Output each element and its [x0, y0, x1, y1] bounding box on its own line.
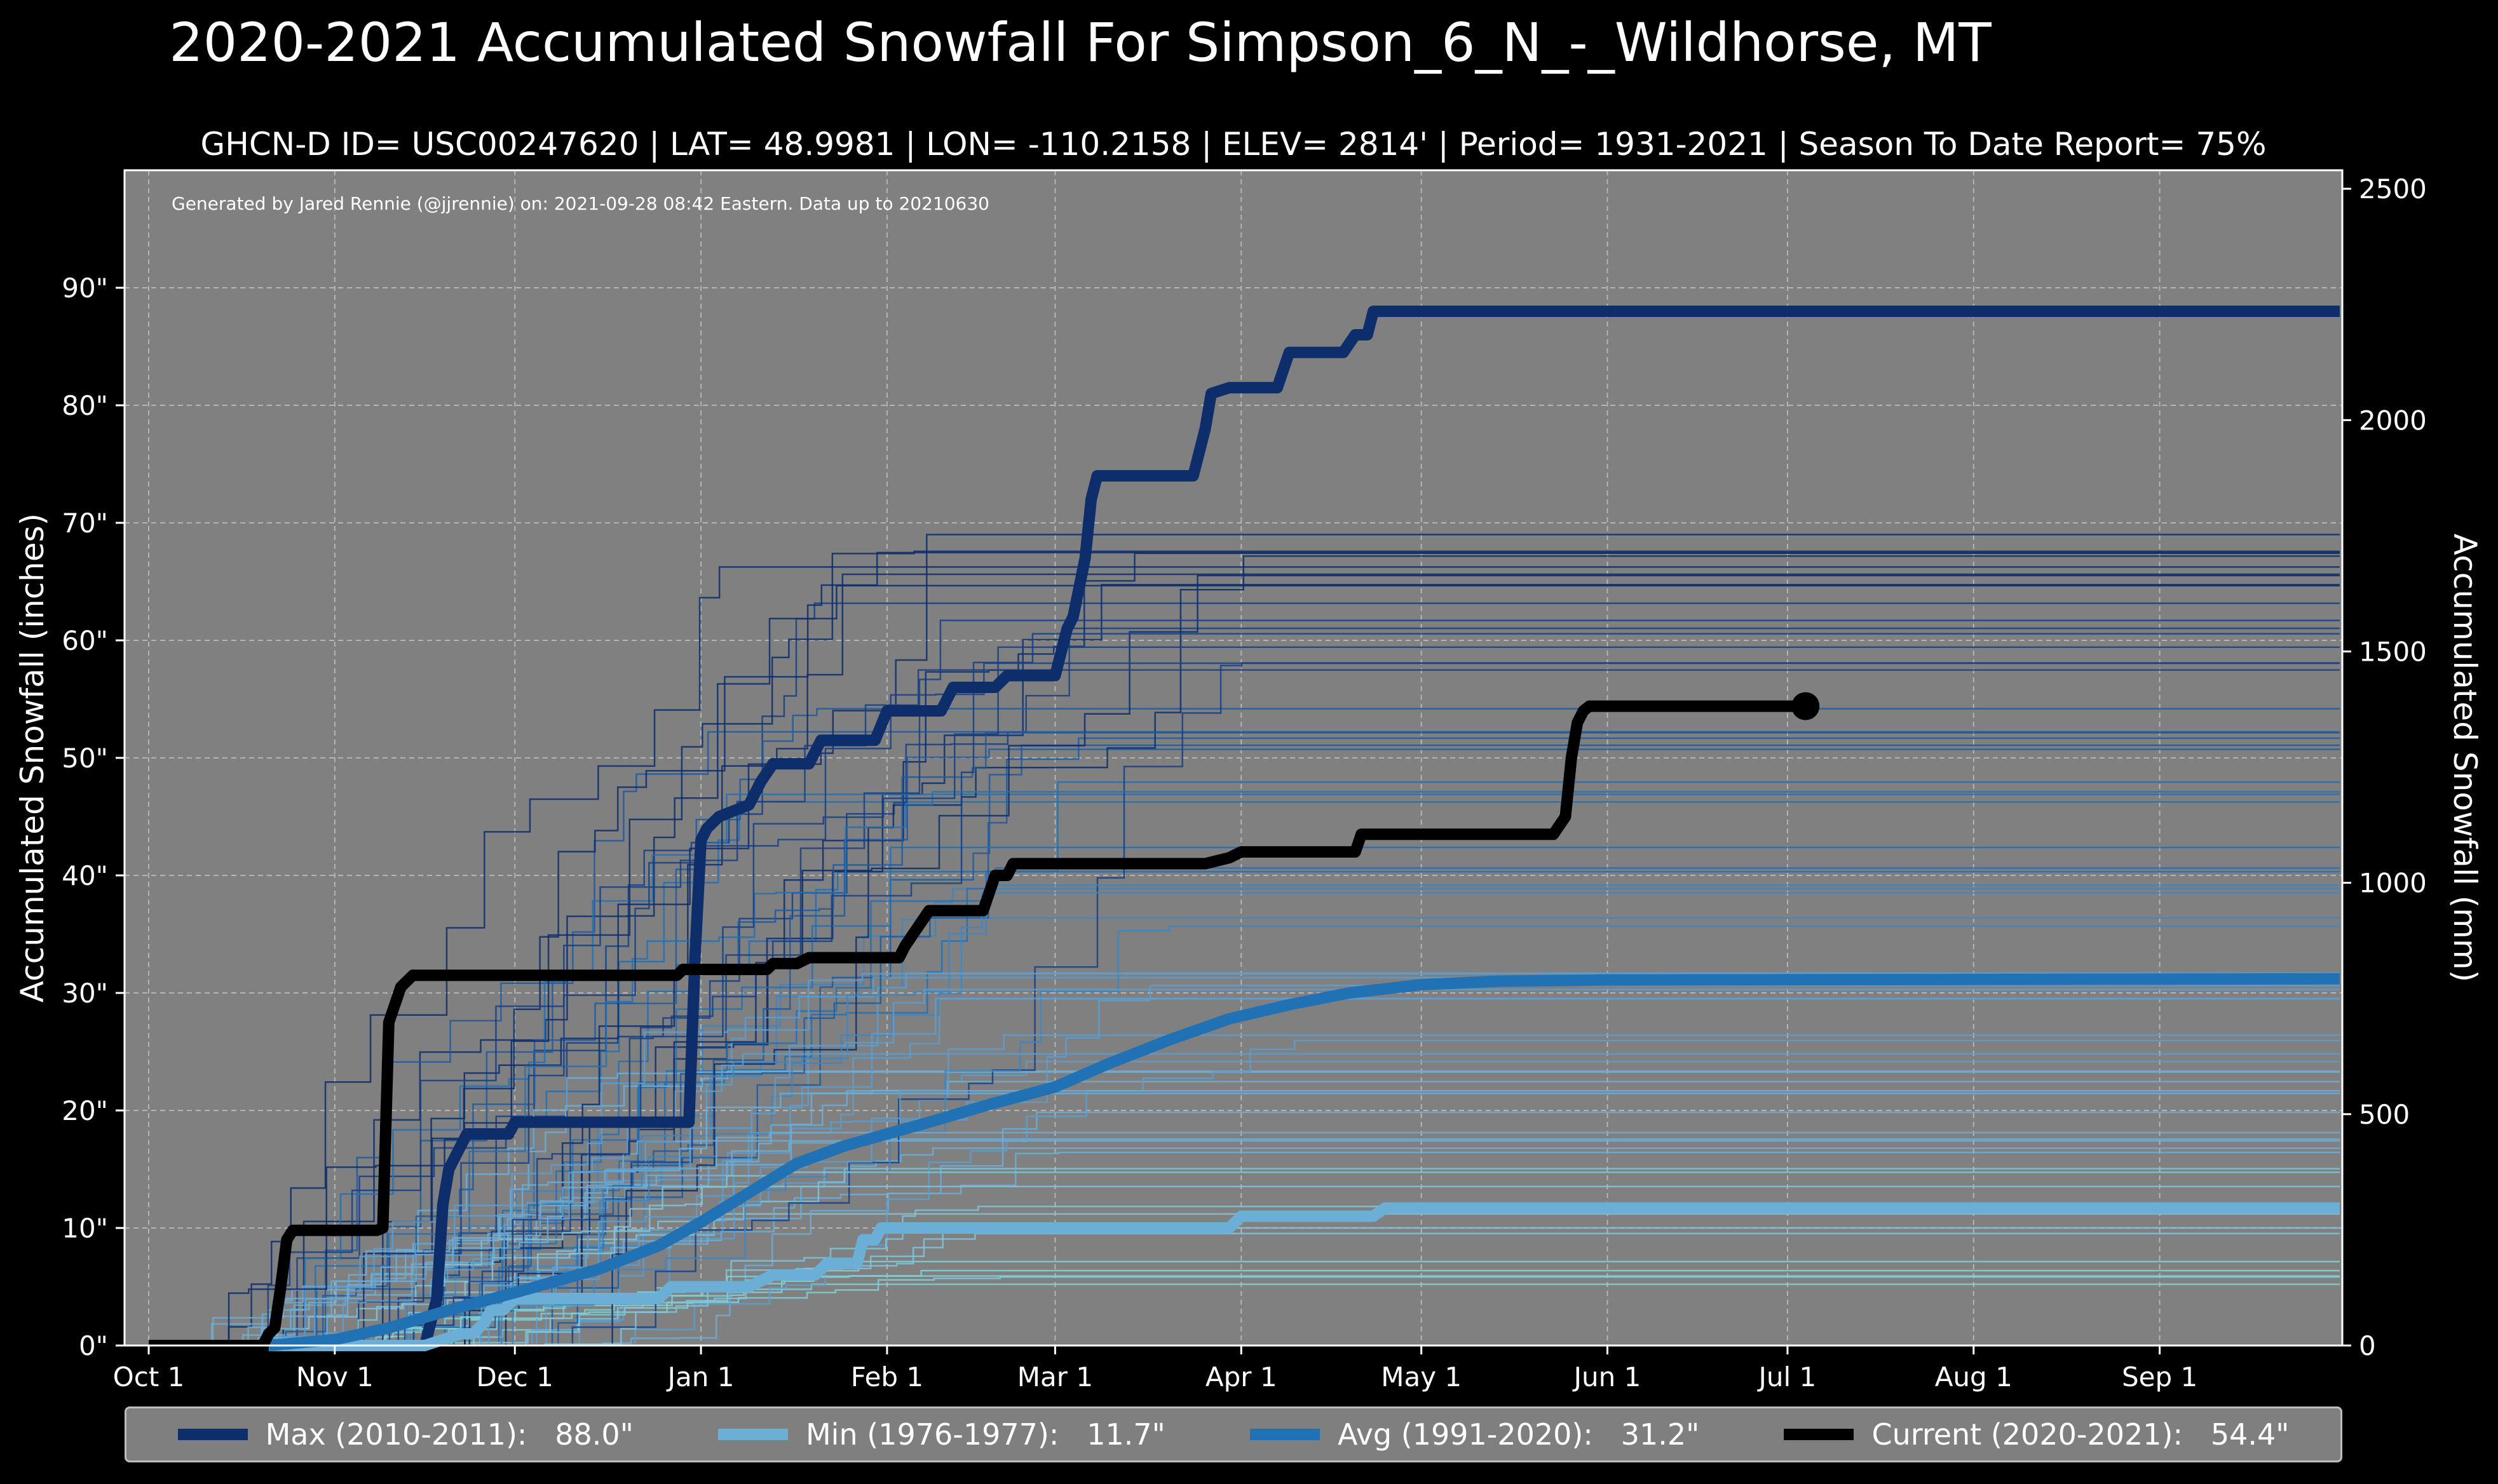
- y-tick-label: 10": [62, 1213, 108, 1244]
- historical-season-line: [149, 1138, 2340, 1347]
- legend-swatch-current: [1784, 1429, 1854, 1440]
- historical-season-line: [149, 793, 2340, 1347]
- y2-tick-label: 1500: [2359, 636, 2427, 667]
- x-tick-label: Mar 1: [1017, 1361, 1093, 1393]
- series-line-current: [149, 700, 1806, 1351]
- y2-tick-label: 2500: [2359, 173, 2427, 205]
- historical-season-line: [149, 566, 2340, 1347]
- legend-label-max: Max (2010-2011): 88.0": [265, 1417, 634, 1452]
- historical-season-line: [149, 550, 2340, 1347]
- legend-swatch-max: [177, 1429, 248, 1440]
- x-tick-label: Dec 1: [477, 1361, 553, 1393]
- legend-item-current: Current (2020-2021): 54.4": [1784, 1417, 2289, 1452]
- historical-season-line: [149, 646, 2340, 1347]
- series-line-min: [268, 1202, 2340, 1351]
- historical-season-line: [149, 551, 2340, 1347]
- x-tick-label: Nov 1: [296, 1361, 374, 1393]
- historical-season-line: [149, 1147, 2340, 1347]
- x-tick-label: Sep 1: [2122, 1361, 2197, 1393]
- historical-season-line: [149, 791, 2340, 1347]
- historical-season-line: [149, 744, 2340, 1347]
- historical-season-line: [149, 984, 2340, 1347]
- grid-lines: [125, 170, 2342, 1346]
- y-tick-label: 20": [62, 1095, 108, 1126]
- y-tick-label: 30": [62, 978, 108, 1009]
- historical-season-line: [149, 662, 2340, 1347]
- x-tick-label: Feb 1: [851, 1361, 923, 1393]
- historical-season-line: [149, 584, 2340, 1347]
- snowfall-chart: Generated by Jared Rennie (@jjrennie) on…: [14, 169, 2483, 1393]
- y2-axis-label: Accumulated Snowfall (mm): [2447, 534, 2483, 982]
- historical-season-line: [149, 867, 2340, 1347]
- x-tick-label: May 1: [1381, 1361, 1462, 1393]
- y2-tick-label: 0: [2359, 1330, 2376, 1361]
- chart-title: 2020-2021 Accumulated Snowfall For Simps…: [169, 11, 1992, 74]
- x-tick-label: Apr 1: [1205, 1361, 1277, 1393]
- legend-label-min: Min (1976-1977): 11.7": [805, 1417, 1165, 1452]
- y-tick-label: 60": [62, 625, 108, 656]
- legend-item-min: Min (1976-1977): 11.7": [717, 1417, 1165, 1452]
- legend-swatch-min: [717, 1429, 788, 1440]
- legend-swatch-avg: [1249, 1429, 1320, 1440]
- legend-item-avg: Avg (1991-2020): 31.2": [1249, 1417, 1700, 1452]
- legend-item-max: Max (2010-2011): 88.0": [177, 1417, 634, 1452]
- y-tick-label: 90": [62, 273, 108, 304]
- historical-season-line: [149, 731, 2340, 1347]
- y2-tick-label: 2000: [2359, 405, 2427, 436]
- series-layer: [149, 306, 2340, 1351]
- historical-season-line: [149, 1039, 2340, 1347]
- historical-season-line: [149, 1151, 2340, 1347]
- y2-tick-label: 1000: [2359, 868, 2427, 899]
- x-tick-label: Jun 1: [1572, 1361, 1641, 1393]
- series-line-avg: [268, 973, 2340, 1351]
- x-tick-label: Aug 1: [1935, 1361, 2013, 1393]
- historical-season-line: [149, 1081, 2340, 1347]
- y-axis-right: 0 500 1000 1500 2000 2500: [2342, 173, 2427, 1361]
- historical-season-line: [149, 1089, 2340, 1347]
- legend-label-avg: Avg (1991-2020): 31.2": [1337, 1417, 1700, 1452]
- historical-season-line: [149, 732, 2340, 1347]
- y-tick-label: 80": [62, 390, 108, 421]
- series-end-marker-current: [1791, 692, 1820, 720]
- historical-season-line: [149, 973, 2340, 1347]
- legend-label-current: Current (2020-2021): 54.4": [1871, 1417, 2290, 1452]
- y-tick-label: 40": [62, 860, 108, 891]
- series-line-max: [268, 306, 2340, 1351]
- y2-tick-label: 500: [2359, 1099, 2410, 1130]
- historical-season-line: [149, 573, 2340, 1347]
- historical-season-line: [149, 1205, 2340, 1347]
- historical-season-line: [149, 1185, 2340, 1347]
- x-axis: Oct 1 Nov 1 Dec 1 Jan 1 Feb 1 Mar 1 Apr 1 May 1…: [113, 1346, 2197, 1393]
- y-axis-label: Accumulated Snowfall (inches): [14, 513, 51, 1002]
- y-tick-label: 0": [79, 1330, 108, 1361]
- historical-season-line: [149, 1053, 2340, 1347]
- x-tick-label: Jan 1: [666, 1361, 735, 1393]
- legend: Max (2010-2011): 88.0" Min (1976-1977): …: [125, 1406, 2342, 1462]
- x-tick-label: Jul 1: [1757, 1361, 1817, 1393]
- y-tick-label: 50": [62, 743, 108, 774]
- historical-season-line: [149, 662, 2340, 1347]
- y-axis-left: 0" 10" 20" 30" 40" 50" 60" 70" 80" 90": [62, 273, 125, 1361]
- historical-season-line: [149, 534, 2340, 1347]
- y-tick-label: 70": [62, 508, 108, 539]
- historical-season-line: [149, 1232, 2340, 1347]
- historical-season-line: [149, 1034, 2340, 1347]
- historical-season-line: [149, 627, 2340, 1347]
- x-tick-label: Oct 1: [113, 1361, 185, 1393]
- chart-subtitle: GHCN-D ID= USC00247620 | LAT= 48.9981 | …: [200, 126, 2267, 163]
- credit-text: Generated by Jared Rennie (@jjrennie) on…: [172, 193, 989, 214]
